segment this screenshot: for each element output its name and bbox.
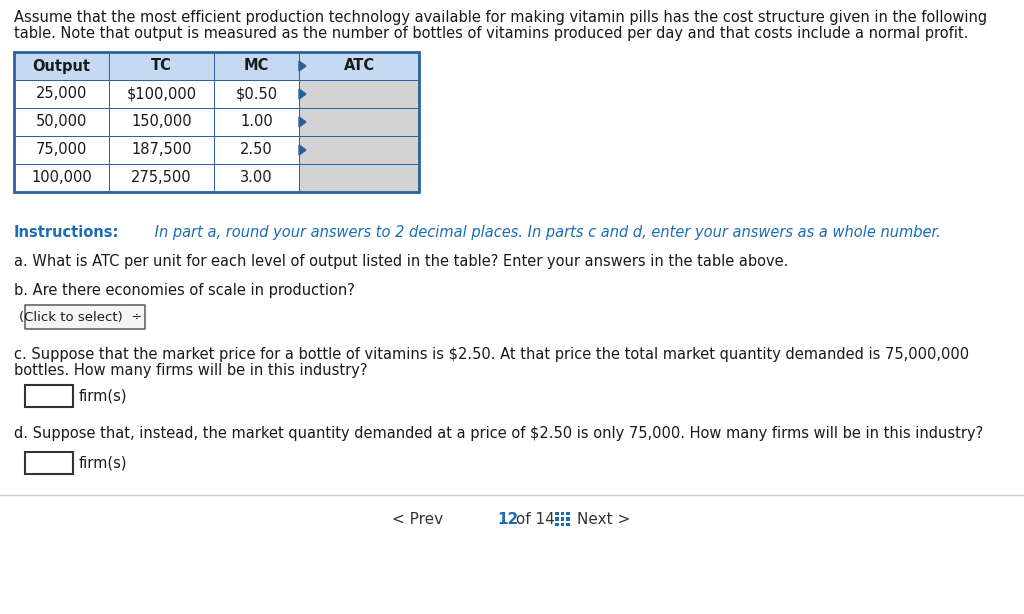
Text: 100,000: 100,000 xyxy=(31,171,92,185)
Text: of 14: of 14 xyxy=(511,513,555,527)
Text: In part a, round your answers to 2 decimal places. In parts c and d, enter your : In part a, round your answers to 2 decim… xyxy=(150,225,941,240)
Bar xyxy=(299,52,419,80)
Text: 275,500: 275,500 xyxy=(131,171,191,185)
Bar xyxy=(560,517,564,521)
Bar xyxy=(299,108,419,136)
Bar xyxy=(109,164,214,192)
Bar xyxy=(214,52,299,80)
Text: 75,000: 75,000 xyxy=(36,142,87,158)
Bar xyxy=(14,164,109,192)
Text: b. Are there economies of scale in production?: b. Are there economies of scale in produ… xyxy=(14,283,355,298)
Text: d. Suppose that, instead, the market quantity demanded at a price of $2.50 is on: d. Suppose that, instead, the market qua… xyxy=(14,426,983,441)
Text: 12: 12 xyxy=(497,513,518,527)
Bar xyxy=(299,80,419,108)
Text: Next >: Next > xyxy=(577,513,630,527)
Bar xyxy=(555,517,558,521)
Bar xyxy=(109,108,214,136)
Text: 2.50: 2.50 xyxy=(240,142,272,158)
Bar xyxy=(109,136,214,164)
Text: $0.50: $0.50 xyxy=(236,87,278,101)
Bar xyxy=(566,511,569,515)
Bar xyxy=(14,136,109,164)
Bar xyxy=(109,80,214,108)
Text: 3.00: 3.00 xyxy=(241,171,272,185)
Polygon shape xyxy=(299,61,306,71)
Text: (Click to select)  ÷: (Click to select) ÷ xyxy=(19,311,142,324)
Bar xyxy=(214,164,299,192)
Bar xyxy=(214,136,299,164)
Bar xyxy=(555,511,558,515)
Bar xyxy=(214,108,299,136)
Text: 187,500: 187,500 xyxy=(131,142,191,158)
Bar xyxy=(560,523,564,526)
Text: 1.00: 1.00 xyxy=(240,114,272,130)
Bar xyxy=(14,80,109,108)
Bar xyxy=(25,452,73,474)
Text: Instructions:: Instructions: xyxy=(14,225,120,240)
Text: a. What is ATC per unit for each level of output listed in the table? Enter your: a. What is ATC per unit for each level o… xyxy=(14,254,788,269)
Bar xyxy=(555,523,558,526)
Bar xyxy=(299,164,419,192)
Polygon shape xyxy=(299,89,306,99)
Bar xyxy=(109,52,214,80)
Text: 50,000: 50,000 xyxy=(36,114,87,130)
Bar xyxy=(14,52,109,80)
Text: firm(s): firm(s) xyxy=(79,389,128,403)
Text: < Prev: < Prev xyxy=(392,513,443,527)
Text: c. Suppose that the market price for a bottle of vitamins is $2.50. At that pric: c. Suppose that the market price for a b… xyxy=(14,347,969,362)
Polygon shape xyxy=(299,145,306,155)
Bar xyxy=(25,385,73,407)
Bar xyxy=(214,80,299,108)
Text: 150,000: 150,000 xyxy=(131,114,191,130)
Text: bottles. How many firms will be in this industry?: bottles. How many firms will be in this … xyxy=(14,363,368,378)
Text: firm(s): firm(s) xyxy=(79,456,128,470)
Bar xyxy=(566,523,569,526)
Text: Assume that the most efficient production technology available for making vitami: Assume that the most efficient productio… xyxy=(14,10,987,25)
Bar xyxy=(14,52,419,192)
Text: Output: Output xyxy=(33,58,90,74)
Text: 25,000: 25,000 xyxy=(36,87,87,101)
Text: $100,000: $100,000 xyxy=(126,87,197,101)
Text: ATC: ATC xyxy=(343,58,375,74)
Bar xyxy=(566,517,569,521)
Bar xyxy=(14,108,109,136)
Bar xyxy=(299,136,419,164)
Bar xyxy=(560,511,564,515)
Text: TC: TC xyxy=(152,58,172,74)
Text: MC: MC xyxy=(244,58,269,74)
Polygon shape xyxy=(299,117,306,127)
Text: table. Note that output is measured as the number of bottles of vitamins produce: table. Note that output is measured as t… xyxy=(14,26,969,41)
Bar xyxy=(25,305,145,329)
